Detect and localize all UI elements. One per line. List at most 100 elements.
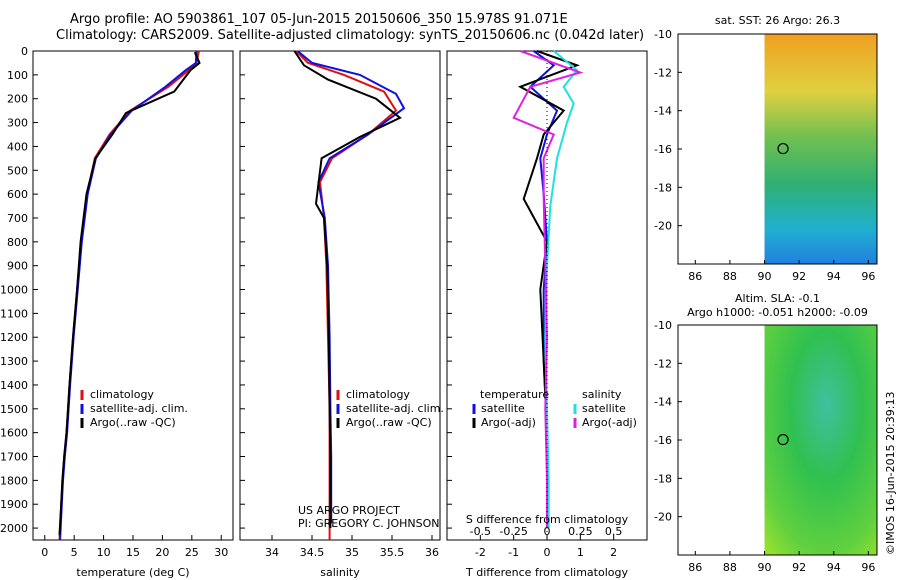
- salinity-series-black: [293, 50, 402, 529]
- temperature-ytick-label: 1600: [0, 427, 28, 440]
- temperature-ytick-label: 900: [7, 260, 28, 273]
- temperature-xtick-label: 30: [214, 546, 228, 559]
- sla-map-field: [764, 325, 877, 555]
- salinity-xtick-label: 35.5: [380, 546, 405, 559]
- difference-xtick-label: -2: [475, 546, 486, 559]
- sla-map-argo-marker: [777, 433, 789, 446]
- sla-map-xtick-label: 88: [723, 561, 737, 574]
- chart-title-line1: Argo profile: AO 5903861_107 05-Jun-2015…: [70, 12, 568, 27]
- diff-top-tick-label: 0: [544, 525, 551, 538]
- diff-legend-label: satellite: [481, 402, 525, 415]
- difference-xtick-label: -1: [508, 546, 519, 559]
- temperature-series-black: [58, 51, 201, 536]
- temp-legend-label: Argo(..raw -QC): [90, 416, 176, 429]
- diff-legend-label: satellite: [582, 402, 626, 415]
- sst-map-xtick-label: 86: [688, 270, 702, 283]
- sla-map-ytick-label: -18: [654, 472, 672, 485]
- difference-series-black: [517, 50, 580, 529]
- temperature-ytick-label: 1700: [0, 451, 28, 464]
- salinity-xtick-label: 34.5: [300, 546, 325, 559]
- sla-map-ytick-label: -14: [654, 396, 672, 409]
- footer-stamp: ©IMOS 16-Jun-2015 20:39:13: [884, 391, 897, 555]
- sst-map-ytick-label: -16: [654, 143, 672, 156]
- sla-map-ytick-label: -20: [654, 511, 672, 524]
- temperature-ytick-label: 800: [7, 236, 28, 249]
- temperature-ytick-label: 100: [7, 69, 28, 82]
- chart-title-line2: Climatology: CARS2009. Satellite-adjuste…: [56, 28, 645, 43]
- salinity-xlabel: salinity: [320, 566, 360, 579]
- temperature-ytick-label: 1800: [0, 474, 28, 487]
- diff-legend-title-s: salinity: [582, 388, 622, 401]
- sst-map-ytick-label: -10: [654, 28, 672, 41]
- diff-legend-label: Argo(-adj): [481, 416, 536, 429]
- salinity-frame: [239, 50, 441, 541]
- sst-map-ytick-label: -18: [654, 181, 672, 194]
- difference-series-cyan: [544, 50, 579, 529]
- temperature-series-red: [58, 50, 200, 541]
- salinity-xtick-label: 36: [425, 546, 439, 559]
- difference-xtick-label: 0: [544, 546, 551, 559]
- sla-map-ytick-label: -12: [654, 357, 672, 370]
- project-label: US ARGO PROJECT: [298, 504, 400, 517]
- temperature-ytick-label: 1000: [0, 284, 28, 297]
- temperature-ytick-label: 500: [7, 164, 28, 177]
- sal-legend-label: satellite-adj. clim.: [346, 402, 444, 415]
- sst-map-ytick-label: -12: [654, 66, 672, 79]
- temperature-ytick-label: 2000: [0, 522, 28, 535]
- pi-label: PI: GREGORY C. JOHNSON: [298, 517, 439, 530]
- temperature-xlabel: temperature (deg C): [76, 566, 189, 579]
- diff-top-tick-label: 0.5: [605, 525, 623, 538]
- sst-map-xtick-label: 90: [758, 270, 772, 283]
- sal-legend-label: climatology: [346, 388, 410, 401]
- temperature-ytick-label: 300: [7, 117, 28, 130]
- temp-legend-label: satellite-adj. clim.: [90, 402, 188, 415]
- sst-map-field: [764, 34, 877, 264]
- sla-map-xtick-label: 90: [758, 561, 772, 574]
- sst-map-title: sat. SST: 26 Argo: 26.3: [715, 14, 840, 27]
- temp-legend-label: climatology: [90, 388, 154, 401]
- sla-map-xtick-label: 94: [827, 561, 841, 574]
- temperature-ytick-label: 600: [7, 188, 28, 201]
- temperature-ytick-label: 1900: [0, 498, 28, 511]
- temperature-xtick-label: 20: [155, 546, 169, 559]
- salinity-xtick-label: 34: [265, 546, 279, 559]
- temperature-xtick-label: 5: [71, 546, 78, 559]
- temperature-xtick-label: 10: [97, 546, 111, 559]
- sla-map-subtitle: Argo h1000: -0.051 h2000: -0.09: [687, 306, 868, 319]
- diff-top-tick-label: -0.25: [499, 525, 527, 538]
- sal-legend-label: Argo(..raw -QC): [346, 416, 432, 429]
- diff-top-tick-label: -0.5: [470, 525, 491, 538]
- sla-map-ytick-label: -10: [654, 319, 672, 332]
- salinity-xtick-label: 35: [345, 546, 359, 559]
- temperature-xtick-label: 25: [185, 546, 199, 559]
- temperature-ytick-label: 200: [7, 93, 28, 106]
- sst-map-xtick-label: 94: [827, 270, 841, 283]
- sla-map-xtick-label: 86: [688, 561, 702, 574]
- diff-legend-label: Argo(-adj): [582, 416, 637, 429]
- temperature-ytick-label: 400: [7, 140, 28, 153]
- sst-map-xtick-label: 96: [861, 270, 875, 283]
- sst-map-xtick-label: 92: [792, 270, 806, 283]
- temperature-ytick-label: 1300: [0, 355, 28, 368]
- temperature-ytick-label: 1200: [0, 331, 28, 344]
- temperature-ytick-label: 1500: [0, 403, 28, 416]
- temperature-ytick-label: 0: [21, 45, 28, 58]
- sla-map-ytick-label: -16: [654, 434, 672, 447]
- difference-series-magenta: [512, 50, 584, 529]
- difference-xtick-label: 1: [577, 546, 584, 559]
- difference-xtick-label: 2: [610, 546, 617, 559]
- sla-map-xtick-label: 96: [861, 561, 875, 574]
- sst-map-ytick-label: -20: [654, 220, 672, 233]
- diff-xlabel-top: S difference from climatology: [466, 513, 629, 526]
- sla-map-title: Altim. SLA: -0.1: [735, 292, 820, 305]
- sst-map-argo-marker: [777, 142, 789, 155]
- temperature-xtick-label: 0: [41, 546, 48, 559]
- salinity-series-blue: [296, 50, 406, 524]
- temperature-ytick-label: 1400: [0, 379, 28, 392]
- sst-map-xtick-label: 88: [723, 270, 737, 283]
- temperature-ytick-label: 700: [7, 212, 28, 225]
- sst-map-ytick-label: -14: [654, 105, 672, 118]
- temperature-ytick-label: 1100: [0, 307, 28, 320]
- temperature-xtick-label: 15: [126, 546, 140, 559]
